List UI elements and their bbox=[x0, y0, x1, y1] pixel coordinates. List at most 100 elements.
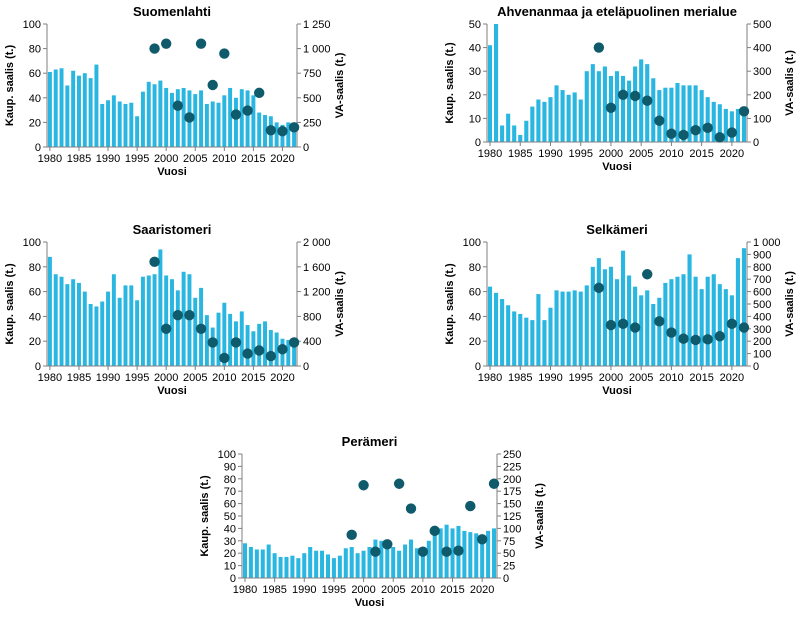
y2-tick-label: 200 bbox=[503, 474, 521, 486]
bar-2016 bbox=[705, 276, 710, 366]
bar-1991 bbox=[554, 290, 559, 366]
bar-2006 bbox=[645, 290, 650, 366]
bar-1981 bbox=[53, 274, 58, 366]
y2-tick-label: 700 bbox=[753, 274, 771, 286]
bar-1994 bbox=[325, 554, 330, 578]
bar-2019 bbox=[274, 122, 279, 147]
bar-1999 bbox=[158, 249, 163, 366]
x-tick-label: 1995 bbox=[125, 372, 149, 384]
va-point-2004 bbox=[382, 539, 393, 550]
y-tick-label: 10 bbox=[224, 561, 236, 573]
va-point-2006 bbox=[195, 38, 207, 49]
bar-1999 bbox=[602, 269, 607, 366]
y2-tick-label: 1 000 bbox=[753, 237, 781, 249]
y2-tick-label: 500 bbox=[753, 19, 771, 31]
bar-1989 bbox=[296, 558, 301, 578]
x-tick-label: 2005 bbox=[183, 153, 207, 165]
chart-title: Perämeri bbox=[342, 434, 398, 449]
bar-1987 bbox=[88, 304, 93, 366]
bar-1995 bbox=[135, 300, 140, 366]
x-tick-label: 2010 bbox=[212, 153, 236, 165]
bar-1985 bbox=[77, 75, 81, 147]
bar-1982 bbox=[500, 299, 505, 366]
va-point-2014 bbox=[690, 125, 701, 136]
bar-1998 bbox=[152, 274, 157, 366]
x-axis-title: Vuosi bbox=[602, 385, 632, 397]
y-axis-title: Kaup. saalis (t.) bbox=[4, 263, 16, 345]
y-tick-label: 50 bbox=[224, 511, 236, 523]
va-point-2008 bbox=[207, 79, 218, 91]
x-tick-label: 1985 bbox=[508, 372, 532, 384]
bar-2004 bbox=[633, 66, 638, 142]
bar-2010 bbox=[669, 279, 674, 366]
y2-tick-label: 800 bbox=[753, 262, 771, 274]
va-point-2006 bbox=[393, 478, 405, 489]
bar-1992 bbox=[117, 101, 122, 147]
bar-2009 bbox=[414, 548, 419, 578]
bar-2008 bbox=[210, 101, 215, 147]
y2-tick-label: 0 bbox=[303, 142, 309, 154]
va-point-2000 bbox=[160, 323, 172, 334]
bar-1996 bbox=[337, 555, 342, 578]
bar-1984 bbox=[512, 125, 517, 142]
y2-tick-label: 600 bbox=[753, 287, 771, 299]
bar-1993 bbox=[320, 550, 325, 578]
bar-2011 bbox=[228, 87, 233, 147]
bar-2010 bbox=[420, 550, 425, 578]
bar-2001 bbox=[367, 547, 372, 578]
bar-1996 bbox=[140, 276, 145, 366]
bar-1995 bbox=[135, 116, 140, 147]
bar-2021 bbox=[286, 339, 291, 366]
va-point-2016 bbox=[702, 122, 713, 134]
bar-1994 bbox=[129, 102, 134, 147]
bar-1981 bbox=[494, 24, 499, 142]
va-point-2014 bbox=[441, 546, 452, 557]
va-point-2012 bbox=[678, 129, 689, 141]
x-tick-label: 2005 bbox=[629, 148, 653, 160]
bar-1993 bbox=[566, 94, 571, 142]
va-point-2008 bbox=[654, 115, 665, 126]
bar-1995 bbox=[331, 558, 336, 578]
bar-2001 bbox=[170, 92, 174, 147]
bar-1996 bbox=[140, 91, 145, 147]
y-tick-label: 0 bbox=[475, 137, 481, 149]
bar-2012 bbox=[233, 97, 238, 147]
va-point-2020 bbox=[726, 318, 738, 330]
bar-2007 bbox=[651, 78, 656, 142]
bar-1983 bbox=[506, 113, 511, 142]
x-tick-label: 1995 bbox=[568, 372, 592, 384]
bar-1995 bbox=[578, 291, 583, 366]
bar-2022 bbox=[741, 106, 747, 142]
y2-tick-label: 100 bbox=[753, 113, 771, 125]
bar-2004 bbox=[385, 547, 390, 578]
y-tick-label: 60 bbox=[469, 287, 481, 299]
x-tick-label: 1985 bbox=[67, 153, 91, 165]
bar-2017 bbox=[263, 115, 267, 147]
bar-1996 bbox=[584, 71, 589, 142]
y-tick-label: 40 bbox=[29, 311, 41, 323]
y-tick-label: 40 bbox=[469, 311, 481, 323]
x-tick-label: 1990 bbox=[292, 584, 316, 596]
bar-2011 bbox=[426, 540, 431, 578]
va-point-2004 bbox=[629, 90, 641, 102]
x-tick-label: 1985 bbox=[508, 148, 532, 160]
va-point-2010 bbox=[666, 327, 677, 338]
x-axis-title: Vuosi bbox=[157, 385, 187, 397]
x-tick-label: 2000 bbox=[599, 148, 623, 160]
bar-1995 bbox=[578, 99, 583, 142]
x-tick-label: 1985 bbox=[262, 584, 286, 596]
va-point-2022 bbox=[488, 478, 500, 489]
chart-title: Saaristomeri bbox=[133, 222, 212, 237]
y2-tick-label: 150 bbox=[503, 499, 521, 511]
va-point-2012 bbox=[429, 525, 440, 537]
y2-tick-label: 750 bbox=[303, 68, 321, 80]
bar-2017 bbox=[263, 321, 267, 366]
bar-1988 bbox=[536, 99, 541, 142]
bar-1988 bbox=[536, 294, 541, 366]
bar-1988 bbox=[290, 555, 295, 578]
bar-2022 bbox=[292, 341, 297, 366]
bar-1985 bbox=[518, 313, 523, 366]
bar-1985 bbox=[77, 282, 81, 366]
bar-1999 bbox=[355, 553, 360, 578]
